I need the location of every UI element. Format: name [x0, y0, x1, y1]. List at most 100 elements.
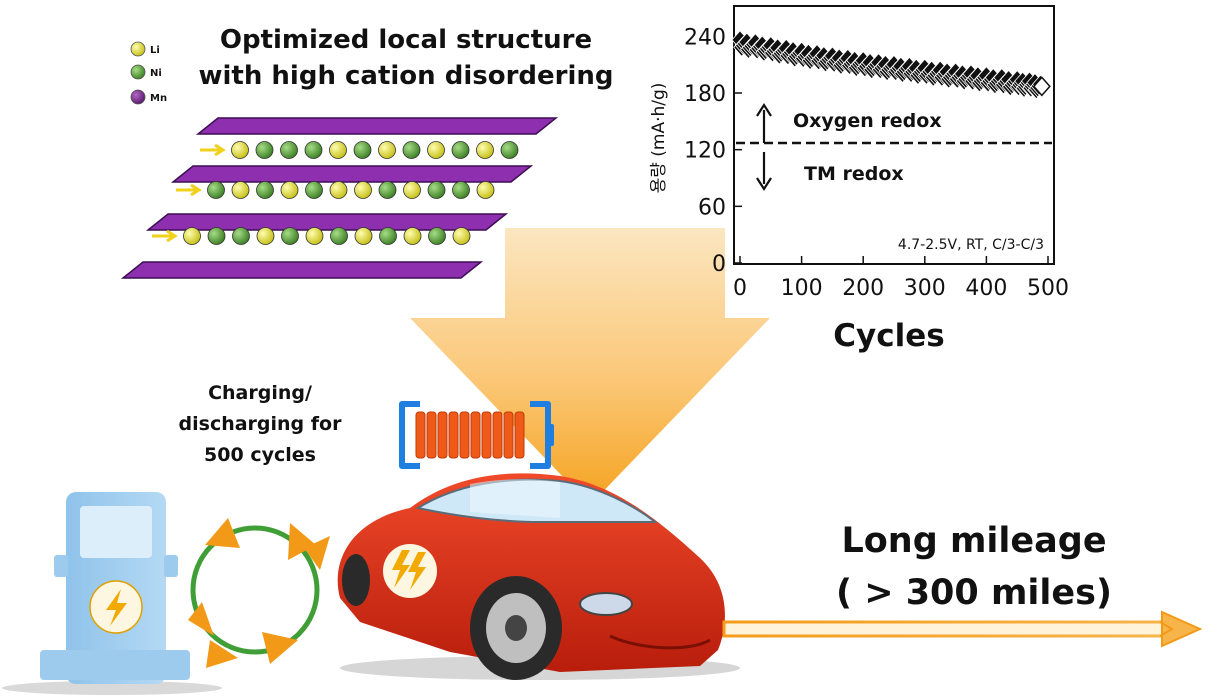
li-atom — [378, 141, 396, 159]
data-point — [1032, 76, 1051, 97]
li-atom — [427, 141, 445, 159]
battery-cell — [415, 411, 426, 459]
li-atom — [354, 181, 372, 199]
mn-layer — [170, 165, 534, 183]
li-atom — [329, 181, 348, 199]
structure-title-line2: with high cation disordering — [198, 61, 613, 91]
mileage-arrow-icon — [722, 610, 1203, 648]
insertion-arrow-icon — [176, 183, 202, 197]
ni-atom — [428, 227, 446, 245]
charging-text-line1: Charging/ — [208, 382, 312, 404]
insertion-arrow-icon — [200, 143, 226, 157]
tm-redox-label: TM redox — [804, 163, 904, 185]
li-legend-label: Li — [150, 45, 160, 56]
data-points — [731, 30, 1051, 100]
ni-atom — [330, 227, 348, 245]
ni-atom — [304, 141, 323, 159]
charging-station-icon — [2, 492, 222, 695]
ni-atom — [451, 141, 470, 159]
ni-atom — [281, 227, 299, 245]
y-tick-label: 0 — [712, 252, 726, 277]
y-axis-label: 용량 (mA·h/g) — [649, 83, 669, 194]
charging-text-line3: 500 cycles — [204, 444, 316, 466]
mn-legend-dot — [130, 89, 146, 105]
crystal-structure: Li Ni Mn — [120, 41, 559, 279]
li-legend-dot — [130, 41, 146, 57]
y-tick-label: 240 — [684, 25, 726, 50]
x-tick-label: 500 — [1027, 276, 1069, 301]
battery-cell — [492, 411, 503, 459]
battery-cell — [503, 411, 514, 459]
li-atom — [305, 227, 324, 245]
x-axis-label: Cycles — [833, 318, 944, 354]
structure-title-line1: Optimized local structure — [220, 25, 592, 55]
up-arrowhead-icon — [756, 102, 772, 117]
li-atom — [476, 141, 494, 159]
ni-atom — [256, 181, 274, 199]
mn-layer — [120, 261, 484, 279]
ni-atom — [305, 181, 323, 199]
li-atom — [231, 181, 250, 199]
ni-atom — [500, 141, 519, 159]
capacity-chart: 0 100 200 300 400 500 0 60 120 180 240 Oxygen redo… — [649, 5, 1069, 354]
mn-layer — [145, 213, 509, 231]
insertion-arrow-icon — [152, 229, 178, 243]
li-atom — [280, 181, 299, 199]
ni-atom — [255, 141, 274, 159]
li-atom — [452, 227, 471, 245]
electric-car — [337, 473, 740, 680]
battery-cell — [514, 411, 525, 459]
li-atom — [329, 141, 347, 159]
x-tick-label: 100 — [781, 276, 823, 301]
x-tick-label: 0 — [733, 276, 747, 301]
li-atom — [256, 227, 275, 245]
y-tick-label: 60 — [698, 195, 726, 220]
battery-cell — [448, 411, 459, 459]
ni-atom — [402, 141, 421, 159]
mileage-line1: Long mileage — [841, 521, 1106, 561]
process-arrow — [410, 228, 770, 505]
mn-legend-label: Mn — [150, 93, 167, 104]
li-atom — [354, 227, 373, 245]
battery-cell — [470, 411, 481, 459]
li-atom — [403, 227, 422, 245]
li-atom — [183, 227, 201, 245]
ni-atom — [427, 181, 446, 199]
redox-arrows — [756, 102, 772, 192]
structure-legend: Li Ni Mn — [130, 41, 167, 105]
ni-atom — [378, 181, 397, 199]
battery-cell — [481, 411, 492, 459]
charging-text-line2: discharging for — [179, 413, 343, 435]
oxygen-redox-label: Oxygen redox — [793, 110, 942, 132]
lightning-icon — [106, 589, 127, 626]
battery-cell — [437, 411, 448, 459]
car-lightning-icon — [392, 550, 410, 588]
down-arrowhead-icon — [756, 177, 772, 192]
battery-icon — [399, 401, 554, 469]
ni-atom — [207, 227, 226, 245]
x-tick-label: 400 — [965, 276, 1007, 301]
ni-legend-label: Ni — [150, 68, 162, 79]
li-atom — [476, 181, 495, 199]
ni-atom — [452, 181, 470, 199]
ni-atom — [280, 141, 298, 159]
y-tick-label: 120 — [684, 139, 726, 164]
ni-legend-dot — [130, 64, 146, 80]
ni-atom — [207, 181, 225, 199]
x-tick-label: 200 — [842, 276, 884, 301]
mn-layer — [195, 117, 559, 135]
battery-cell — [459, 411, 470, 459]
ni-atom — [379, 227, 397, 245]
y-tick-label: 180 — [684, 82, 726, 107]
ni-atom — [353, 141, 372, 159]
li-atom — [403, 181, 421, 199]
mileage-line2: ( > 300 miles) — [836, 573, 1112, 613]
battery-cell — [426, 411, 437, 459]
ni-atom — [232, 227, 250, 245]
x-tick-label: 300 — [904, 276, 946, 301]
layer-stack — [120, 117, 559, 279]
li-atom — [231, 141, 249, 159]
cycle-arrows-icon — [188, 518, 330, 668]
test-conditions-label: 4.7-2.5V, RT, C/3-C/3 — [898, 237, 1044, 253]
